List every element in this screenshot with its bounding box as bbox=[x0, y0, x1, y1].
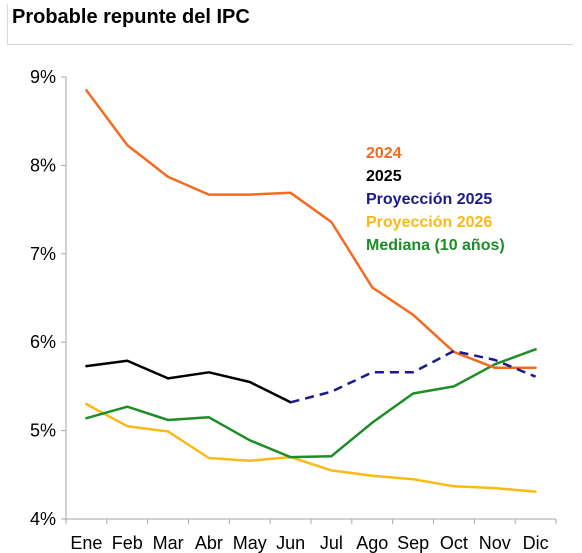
legend: 2024 2025 Proyección 2025 Proyección 2026 Me… bbox=[366, 145, 505, 254]
y-tick-label: 5% bbox=[30, 421, 56, 441]
axes: 4% 5% 6% 7% 8% 9% Ene Feb Mar Abr May Jun Jul Ago Sep O… bbox=[30, 67, 557, 553]
y-tick-label: 8% bbox=[30, 155, 56, 175]
series-line bbox=[85, 359, 292, 404]
x-tick-label: Ene bbox=[70, 533, 102, 553]
series-layer bbox=[85, 89, 537, 493]
x-tick-label: Jul bbox=[320, 533, 343, 553]
legend-entry: 2024 bbox=[366, 145, 402, 162]
x-tick-label: Jun bbox=[276, 533, 305, 553]
x-tick-label: Feb bbox=[112, 533, 143, 553]
x-tick-label: Sep bbox=[397, 533, 429, 553]
series-line bbox=[85, 402, 537, 493]
title-rule-horizontal bbox=[7, 44, 573, 45]
legend-entry: Proyección 2026 bbox=[366, 214, 492, 231]
legend-entry: 2025 bbox=[366, 168, 402, 185]
y-tick-label: 9% bbox=[30, 67, 56, 87]
x-tick-label: Ago bbox=[356, 533, 388, 553]
x-tick-label: Nov bbox=[479, 533, 511, 553]
x-tick-label: Mar bbox=[153, 533, 184, 553]
y-tick-label: 6% bbox=[30, 332, 56, 352]
title-rule-vertical bbox=[7, 4, 8, 44]
legend-entry: Proyección 2025 bbox=[366, 191, 492, 208]
series-line bbox=[85, 348, 537, 459]
x-tick-label: Abr bbox=[195, 533, 223, 553]
y-tick-label: 4% bbox=[30, 509, 56, 529]
legend-entry: Mediana (10 años) bbox=[366, 237, 505, 254]
x-tick-label: Dic bbox=[523, 533, 549, 553]
series-line bbox=[290, 349, 537, 404]
y-tick-label: 7% bbox=[30, 244, 56, 264]
x-tick-label: May bbox=[233, 533, 267, 553]
series-line bbox=[85, 89, 537, 370]
chart-title: Probable repunte del IPC bbox=[12, 6, 250, 28]
x-tick-label: Oct bbox=[440, 533, 468, 553]
